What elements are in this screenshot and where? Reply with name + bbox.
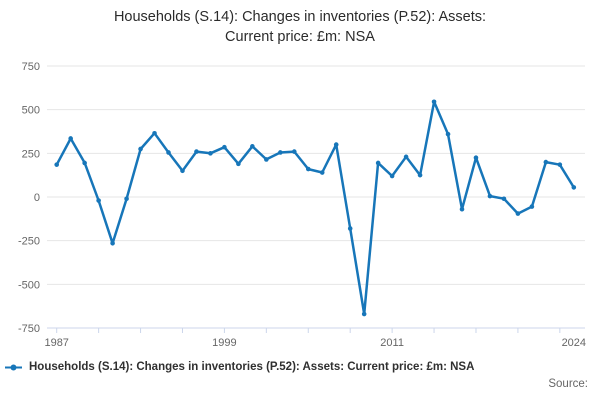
- x-axis-label: 2024: [562, 337, 586, 349]
- y-axis-label: -750: [18, 323, 40, 335]
- data-point-marker[interactable]: [445, 131, 451, 137]
- data-point-marker[interactable]: [333, 142, 339, 147]
- y-axis-label: 250: [22, 148, 40, 160]
- x-axis-label: 1987: [44, 337, 68, 349]
- data-point-marker[interactable]: [82, 160, 87, 166]
- data-point-marker[interactable]: [138, 146, 143, 152]
- data-point-marker[interactable]: [180, 168, 185, 174]
- data-point-marker[interactable]: [389, 173, 395, 179]
- data-point-marker[interactable]: [278, 150, 283, 155]
- data-point-marker[interactable]: [264, 157, 269, 162]
- legend-line-marker-icon: [5, 364, 22, 370]
- data-point-marker[interactable]: [417, 172, 423, 178]
- y-axis-label: -250: [18, 236, 40, 248]
- legend-item[interactable]: Households (S.14): Changes in inventorie…: [5, 361, 597, 373]
- data-point-marker[interactable]: [459, 206, 465, 212]
- data-point-marker[interactable]: [571, 185, 577, 190]
- data-point-marker[interactable]: [319, 170, 325, 175]
- data-point-marker[interactable]: [194, 149, 199, 154]
- data-point-marker[interactable]: [305, 166, 311, 172]
- data-point-marker[interactable]: [222, 144, 227, 150]
- data-point-marker[interactable]: [96, 198, 101, 203]
- data-point-marker[interactable]: [515, 211, 521, 216]
- y-axis-label: 750: [22, 61, 40, 73]
- data-point-marker[interactable]: [166, 150, 171, 155]
- chart-title: Households (S.14): Changes in inventorie…: [0, 8, 600, 47]
- y-axis-label: 500: [22, 105, 40, 117]
- data-point-marker[interactable]: [152, 130, 157, 136]
- data-point-marker[interactable]: [236, 161, 241, 167]
- x-axis-label: 1999: [212, 337, 236, 349]
- data-point-marker[interactable]: [529, 204, 535, 209]
- y-axis-label: 0: [34, 192, 40, 204]
- data-point-marker[interactable]: [361, 311, 367, 317]
- series-line: [55, 100, 576, 316]
- data-point-marker[interactable]: [501, 196, 507, 202]
- data-point-marker[interactable]: [473, 155, 479, 160]
- data-point-marker[interactable]: [124, 196, 129, 202]
- data-point-marker[interactable]: [403, 154, 409, 160]
- data-point-marker[interactable]: [557, 162, 563, 167]
- data-point-marker[interactable]: [110, 240, 115, 246]
- legend-label: Households (S.14): Changes in inventorie…: [29, 361, 475, 373]
- data-point-marker[interactable]: [208, 151, 213, 156]
- data-point-marker[interactable]: [543, 159, 549, 165]
- data-point-marker[interactable]: [68, 136, 73, 141]
- y-axis-label: -500: [18, 279, 40, 291]
- data-point-marker[interactable]: [375, 160, 381, 166]
- source-label: Source:: [548, 378, 588, 390]
- data-point-marker[interactable]: [487, 193, 493, 199]
- x-axis-label: 2011: [380, 337, 404, 349]
- data-point-marker[interactable]: [250, 144, 255, 149]
- data-point-marker[interactable]: [431, 99, 437, 105]
- data-point-marker[interactable]: [54, 162, 59, 167]
- chart-title-line1: Households (S.14): Changes in inventorie…: [113, 9, 487, 25]
- chart-title-line2: Current price: £m: NSA: [225, 28, 375, 45]
- data-point-marker[interactable]: [291, 149, 297, 154]
- data-point-marker[interactable]: [347, 226, 353, 231]
